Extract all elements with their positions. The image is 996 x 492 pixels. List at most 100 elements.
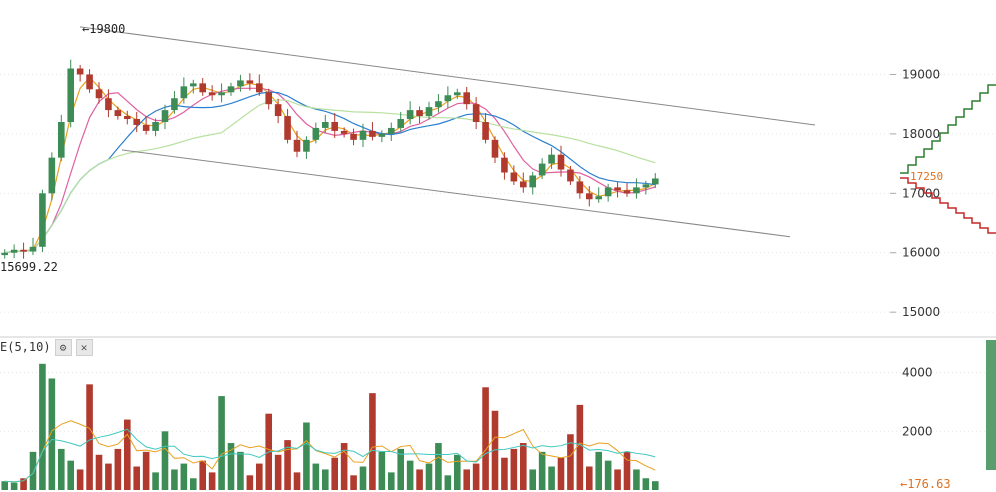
candle-body xyxy=(57,122,65,158)
price-tick-label: 19000 xyxy=(902,67,940,81)
volume-bar xyxy=(142,451,150,490)
moving-average-lines xyxy=(4,76,656,254)
candle-body xyxy=(284,116,291,140)
volume-indicator-legend: E(5,10) ⚙ ✕ xyxy=(0,338,93,356)
arrow-left-icon: ← xyxy=(82,22,89,36)
candle-body xyxy=(76,68,84,75)
candle-body xyxy=(510,172,518,182)
candle-body xyxy=(331,122,339,131)
candle-body xyxy=(482,122,489,140)
candlestick-series xyxy=(1,59,659,259)
volume-bar xyxy=(20,478,27,490)
volume-bar xyxy=(614,469,621,490)
candle-body xyxy=(246,80,254,84)
volume-bar xyxy=(171,469,178,490)
volume-bar xyxy=(576,404,584,490)
volume-bar xyxy=(189,478,197,490)
candle-body xyxy=(237,80,244,87)
candle-body xyxy=(10,249,18,253)
volume-bar xyxy=(293,472,301,490)
volume-bar xyxy=(472,463,480,490)
candle-body xyxy=(557,154,565,170)
depth-ask-line xyxy=(900,177,996,234)
candle-body xyxy=(303,139,310,152)
candle-body xyxy=(265,92,273,105)
volume-bar xyxy=(133,466,141,490)
volume-bar xyxy=(48,378,56,490)
candle-body xyxy=(312,127,320,140)
volume-ma-line xyxy=(4,428,656,483)
close-icon[interactable]: ✕ xyxy=(75,338,93,356)
candle-body xyxy=(29,246,37,252)
candle-body xyxy=(453,92,461,96)
volume-bar xyxy=(274,454,282,490)
volume-panel: 4000 2000 ←176.63 xyxy=(0,340,996,491)
volume-bar xyxy=(350,475,357,490)
volume-bar xyxy=(1,481,9,490)
price-axis: 19000 18000 17000 16000 15000 xyxy=(890,67,940,319)
candle-body xyxy=(67,68,75,122)
moving-average-line xyxy=(4,76,656,254)
candle-body xyxy=(435,101,442,108)
candle-body xyxy=(293,139,301,152)
volume-bar xyxy=(378,451,386,490)
volume-bar xyxy=(359,466,367,490)
volume-bar xyxy=(369,393,376,490)
volume-bar xyxy=(510,448,518,490)
volume-bar xyxy=(491,410,499,490)
volume-ma-lines xyxy=(4,420,656,483)
candle-body xyxy=(595,196,603,200)
price-tick-label: 16000 xyxy=(902,246,940,260)
candle-body xyxy=(274,104,282,117)
candle-body xyxy=(548,154,555,164)
volume-bar xyxy=(585,466,593,490)
gear-icon[interactable]: ⚙ xyxy=(54,338,72,356)
volume-bar xyxy=(538,451,546,490)
volume-bar xyxy=(180,463,188,490)
candle-body xyxy=(152,122,159,131)
volume-bar xyxy=(152,472,159,490)
candle-body xyxy=(538,163,546,176)
candle-body xyxy=(86,74,93,90)
candle-body xyxy=(491,139,499,158)
moving-average-line xyxy=(4,87,656,254)
volume-bar xyxy=(567,434,574,490)
volume-bar xyxy=(95,454,103,490)
candle-body xyxy=(444,95,452,102)
volume-bar xyxy=(453,454,461,490)
volume-bar xyxy=(246,475,254,490)
volume-bar xyxy=(208,472,216,490)
channel-lower-line xyxy=(121,149,791,238)
volume-indicator-title: E(5,10) xyxy=(0,340,51,354)
volume-bar xyxy=(406,460,414,490)
candle-body xyxy=(208,92,216,96)
volume-bar xyxy=(303,422,310,490)
depth-chart xyxy=(900,84,996,234)
candle-body xyxy=(378,133,386,137)
volume-bar xyxy=(123,419,131,490)
volume-tick-label: 2000 xyxy=(902,424,933,438)
candle-body xyxy=(585,193,593,200)
volume-bar xyxy=(633,469,640,490)
volume-bar xyxy=(255,463,263,490)
volume-bar xyxy=(642,478,650,490)
arrow-left-icon: ← xyxy=(900,477,907,491)
candle-body xyxy=(463,92,471,105)
volume-bar xyxy=(519,443,527,490)
price-tick-label: 15000 xyxy=(902,305,940,319)
candle-body xyxy=(614,187,621,191)
candle-body xyxy=(105,98,112,111)
depth-bid-line xyxy=(900,84,996,174)
candle-body xyxy=(397,119,405,128)
candle-body xyxy=(180,86,188,99)
candle-body xyxy=(95,89,103,99)
volume-bar xyxy=(76,469,84,490)
volume-bar xyxy=(387,472,395,490)
price-panel: 19000 18000 17000 16000 15000 ←19800 15699.2… xyxy=(0,22,996,319)
volume-bar xyxy=(444,475,452,490)
candle-body xyxy=(529,175,537,188)
volume-bar xyxy=(237,451,244,490)
candle-body xyxy=(48,157,56,194)
candle-body xyxy=(472,104,480,122)
